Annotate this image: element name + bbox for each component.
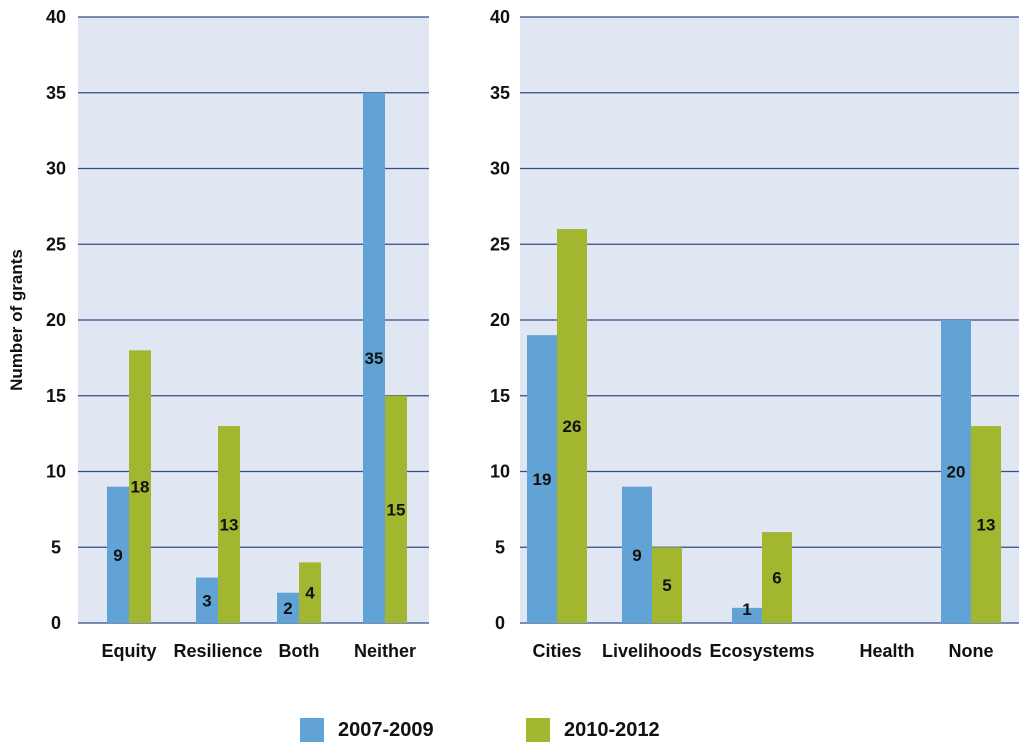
y-tick-label-25: 25 bbox=[46, 234, 66, 254]
chart-left: 0 5 10 15 20 25 30 35 40 9 18 Equity 3 13 Resilience 24… bbox=[7, 7, 429, 661]
x-tick-label-livelihoods: Livelihoods bbox=[602, 641, 702, 661]
y-tick-label-20: 20 bbox=[46, 310, 66, 330]
bar-ecosystems-2007-2009 bbox=[732, 607, 762, 623]
data-label-both-2010-2012: 4 bbox=[305, 584, 315, 603]
data-label-ecosystems-2007-2009: 1 bbox=[742, 600, 751, 619]
data-label-ecosystems-2010-2012: 6 bbox=[772, 569, 781, 588]
y-tick-label-5: 5 bbox=[495, 537, 505, 557]
bar-cities-2007-2009 bbox=[527, 335, 557, 623]
y-tick-label-40: 40 bbox=[490, 7, 510, 27]
data-label-none-2007-2009: 20 bbox=[947, 463, 966, 482]
data-label-equity-2007-2009: 9 bbox=[113, 546, 122, 565]
y-tick-label-35: 35 bbox=[490, 83, 510, 103]
bar-livelihoods-2007-2009 bbox=[622, 486, 652, 623]
legend-swatch-2007-2009 bbox=[300, 718, 324, 742]
bar-none-2007-2009 bbox=[941, 320, 971, 623]
bar-ecosystems-2010-2012 bbox=[762, 532, 792, 623]
bar-resilience-2007-2009 bbox=[196, 577, 218, 623]
x-tick-label-health: Health bbox=[859, 641, 914, 661]
y-tick-label-20: 20 bbox=[490, 310, 510, 330]
bar-both-2010-2012 bbox=[299, 562, 321, 623]
bar-equity-2007-2009 bbox=[107, 486, 129, 623]
data-label-none-2010-2012: 13 bbox=[977, 516, 996, 535]
y-tick-label-35: 35 bbox=[46, 83, 66, 103]
legend-item-2010-2012: 2010-2012 bbox=[526, 718, 660, 742]
x-tick-label-both: Both bbox=[279, 641, 320, 661]
y-tick-label-10: 10 bbox=[46, 462, 66, 482]
legend-label-2010-2012: 2010-2012 bbox=[564, 718, 660, 741]
x-tick-label-neither: Neither bbox=[354, 641, 416, 661]
y-tick-label-15: 15 bbox=[46, 386, 66, 406]
x-tick-label-cities: Cities bbox=[532, 641, 581, 661]
legend-item-2007-2009: 2007-2009 bbox=[300, 718, 434, 742]
y-axis-label: Number of grants bbox=[7, 249, 26, 391]
bar-livelihoods-2010-2012 bbox=[652, 547, 682, 623]
legend: 2007-2009 2010-2012 bbox=[0, 718, 1029, 744]
chart-right: 0 5 10 15 20 25 30 35 40 19 26 Cities 9 5 Livelihoods 1… bbox=[490, 7, 1019, 661]
bar-none-2010-2012 bbox=[971, 426, 1001, 623]
data-label-both-2007-2009: 2 bbox=[283, 599, 292, 618]
y-tick-label-0: 0 bbox=[495, 613, 505, 633]
data-label-resilience-2010-2012: 13 bbox=[220, 516, 239, 535]
x-tick-label-ecosystems: Ecosystems bbox=[709, 641, 814, 661]
x-tick-label-resilience: Resilience bbox=[173, 641, 262, 661]
data-label-cities-2010-2012: 26 bbox=[563, 417, 582, 436]
legend-swatch-2010-2012 bbox=[526, 718, 550, 742]
x-tick-label-none: None bbox=[949, 641, 994, 661]
data-label-resilience-2007-2009: 3 bbox=[202, 591, 211, 610]
bar-cities-2010-2012 bbox=[557, 229, 587, 623]
x-tick-label-equity: Equity bbox=[101, 641, 156, 661]
y-tick-label-5: 5 bbox=[51, 537, 61, 557]
bar-both-2007-2009 bbox=[277, 592, 299, 623]
data-label-equity-2010-2012: 18 bbox=[131, 478, 150, 497]
y-tick-label-40: 40 bbox=[46, 7, 66, 27]
y-tick-label-0: 0 bbox=[51, 613, 61, 633]
y-tick-label-30: 30 bbox=[490, 159, 510, 179]
data-label-neither-2010-2012: 15 bbox=[387, 500, 406, 519]
bar-neither-2010-2012 bbox=[385, 395, 407, 623]
data-label-livelihoods-2010-2012: 5 bbox=[662, 576, 671, 595]
data-label-cities-2007-2009: 19 bbox=[533, 470, 552, 489]
y-tick-label-15: 15 bbox=[490, 386, 510, 406]
data-label-neither-2007-2009: 35 bbox=[365, 349, 384, 368]
bar-equity-2010-2012 bbox=[129, 350, 151, 623]
y-tick-label-30: 30 bbox=[46, 159, 66, 179]
legend-label-2007-2009: 2007-2009 bbox=[338, 718, 434, 741]
data-label-livelihoods-2007-2009: 9 bbox=[632, 546, 641, 565]
y-tick-label-10: 10 bbox=[490, 462, 510, 482]
y-tick-label-25: 25 bbox=[490, 234, 510, 254]
bar-neither-2007-2009 bbox=[363, 92, 385, 623]
bar-resilience-2010-2012 bbox=[218, 426, 240, 623]
